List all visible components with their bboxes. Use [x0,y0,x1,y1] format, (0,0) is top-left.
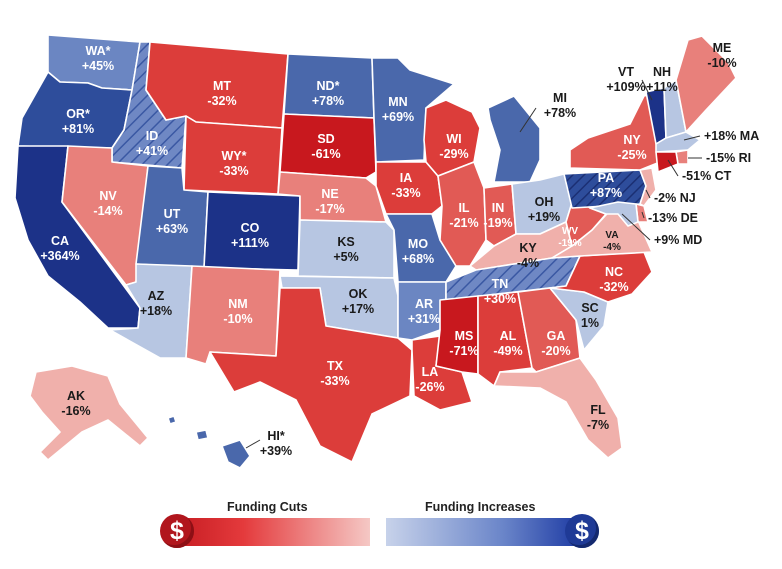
state-label-nc: NC -32% [599,265,628,294]
leader-line-mi [519,107,537,133]
state-label-pa: PA +87% [590,171,622,200]
state-label-mo: MO +68% [402,237,434,266]
state-label-ms: MS -71% [449,329,478,358]
state-label-sd: SD -61% [311,132,340,161]
leader-line-nj [645,189,651,199]
leader-line-vt [641,79,653,101]
state-mo [385,213,457,283]
state-label-ny: NY -25% [617,133,646,162]
state-label-ar: AR +31% [408,297,440,326]
state-label-ok: OK +17% [342,287,374,316]
state-label-md: +9% MD [654,233,702,247]
state-label-id: ID +41% [136,129,168,158]
state-label-ne: NE -17% [315,187,344,216]
state-label-ct: -51% CT [682,169,732,183]
state-label-ga: GA -20% [541,329,570,358]
state-label-de: -13% DE [648,211,698,225]
state-label-nh: NH +11% [646,65,678,94]
state-label-az: AZ +18% [140,289,172,318]
state-label-ky: KY -4% [517,241,539,270]
state-label-wi: WI -29% [439,132,468,161]
state-label-wy: WY* -33% [219,149,248,178]
state-label-nv: NV -14% [93,189,122,218]
leader-line-ct [667,159,679,177]
state-label-ca: CA +364% [40,234,79,263]
state-hi [167,415,251,469]
state-label-tn: TN +30% [484,277,516,306]
state-label-la: LA -26% [415,365,444,394]
leader-line-hi [245,439,261,449]
state-label-wa: WA* +45% [82,44,114,73]
state-me [675,35,737,133]
state-sd [279,113,377,179]
state-label-fl: FL -7% [587,403,609,432]
state-label-ia: IA -33% [391,171,420,200]
state-ak [29,365,149,461]
state-fl [493,357,623,459]
state-label-mt: MT -32% [207,79,236,108]
state-label-in: IN -19% [483,201,512,230]
state-ks [297,219,395,279]
state-tx [209,287,413,463]
leader-line-de [641,211,645,219]
state-label-il: IL -21% [449,201,478,230]
state-label-wv: WV -19% [558,226,581,249]
state-label-sc: SC 1% [581,301,599,330]
legend-cuts-gradient-bar [175,518,370,546]
legend-cuts-label: Funding Cuts [227,500,308,514]
legend-increases-gradient-bar [386,518,581,546]
state-label-me: ME -10% [707,41,736,70]
state-label-al: AL -49% [493,329,522,358]
state-label-co: CO +111% [231,221,269,250]
state-mi [487,95,541,183]
state-ar [397,281,447,341]
state-label-ri: -15% RI [706,151,751,165]
state-label-va: VA -4% [603,230,621,253]
state-label-mi: MI +78% [544,91,576,120]
leader-line-ma [683,135,701,141]
leader-line-md [621,213,651,241]
state-label-nm: NM -10% [223,297,252,326]
legend-increases-label: Funding Increases [425,500,536,514]
state-label-ks: KS +5% [333,235,358,264]
state-ct [655,151,679,173]
state-label-oh: OH +19% [528,195,560,224]
state-wy [183,115,283,195]
state-label-hi: HI* +39% [260,429,292,458]
state-label-nj: -2% NJ [654,191,696,205]
state-label-or: OR* +81% [62,107,94,136]
state-label-ut: UT +63% [156,207,188,236]
state-label-ma: +18% MA [704,129,759,143]
state-label-tx: TX -33% [320,359,349,388]
state-label-nd: ND* +78% [312,79,344,108]
dollar-coin-icon: $ [160,514,194,548]
dollar-coin-icon: $ [565,514,599,548]
state-label-ak: AK -16% [61,389,90,418]
state-label-vt: VT +109% [606,65,645,94]
state-label-mn: MN +69% [382,95,414,124]
